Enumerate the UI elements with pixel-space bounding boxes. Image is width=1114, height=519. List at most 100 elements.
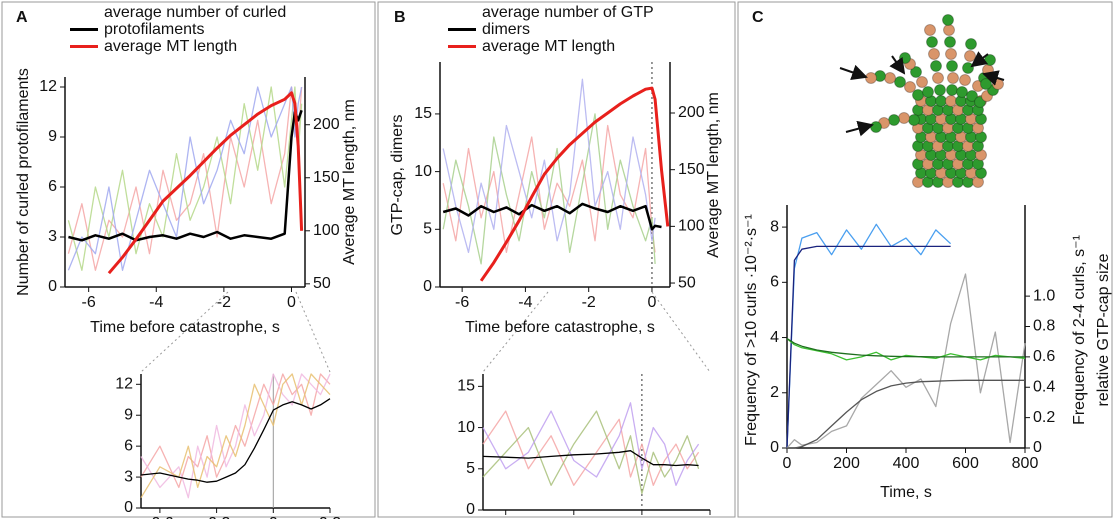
y-tick-label: 8 [770,218,779,235]
y2-tick-label: 50 [313,275,331,292]
series-line [442,78,656,254]
legend-swatch [70,28,98,31]
legend-label: average MT length [104,38,238,55]
y2-tick-label: 0.4 [1033,378,1055,395]
y2-tick-label: 1.0 [1033,287,1055,304]
y2-tick-label: 200 [678,104,705,121]
x-tick-label: -0.6 [146,515,174,519]
subunit [965,38,977,50]
x-tick-label: 0 [637,517,646,519]
y-axis-label: Frequency of >10 curls ·10⁻²·s⁻¹ [743,214,760,446]
series-line [482,410,700,486]
panel-frame [377,1,736,518]
x-tick-label: 0 [783,455,792,472]
y-tick-label: 6 [124,437,133,454]
y2-tick-label: 0.6 [1033,348,1055,365]
x-tick-label: -2 [217,294,231,311]
y-tick-label: 5 [423,221,432,238]
y2-axis-label: Average MT length, nm [705,92,722,258]
y-axis-label: GTP-cap, dimers [389,115,406,236]
y2-axis-label: Frequency of 2-4 curls, s⁻¹ [1071,235,1088,425]
series-line [479,86,670,282]
series-line [67,86,303,271]
x-tick-label: 0.3 [699,517,721,519]
legend-item: average MT length [70,38,320,55]
y-tick-label: 9 [124,406,133,423]
legend-swatch [448,45,476,48]
x-tick-label: -0.6 [492,517,520,519]
x-tick-label: 200 [833,455,860,472]
x-tick-label: -6 [82,294,96,311]
subunit [926,36,938,48]
subunit [865,72,877,84]
x-tick-label: 0 [287,294,296,311]
legend: average number of GTP dimers average MT l… [448,4,688,55]
y-axis-label: Number of curled protofilaments [15,68,32,296]
y2-tick-label: 50 [678,274,696,291]
panel-label: C [752,9,764,26]
subunit [964,50,976,62]
y2-tick-label: 0.2 [1033,409,1055,426]
y2-tick-label: 100 [678,218,705,235]
legend-item: average number of curled protofilaments [70,4,320,38]
y2-tick-label: 200 [313,116,340,133]
legend-label: average number of GTP dimers [482,4,654,38]
subunit [910,66,922,78]
series-line [786,338,1025,358]
subunit [904,81,916,93]
panel-frame [1,1,376,518]
y-tick-label: 3 [48,228,57,245]
subunit [945,95,957,107]
x-tick-label: 0.3 [319,515,341,519]
y-tick-label: 0 [770,439,779,456]
y2-tick-label: 100 [313,222,340,239]
subunit [932,72,944,84]
series-line [786,338,1026,361]
y-tick-label: 5 [466,460,475,477]
microtubule-illustration [865,14,1004,188]
series-line [786,273,1026,449]
y-tick-label: 12 [115,376,133,393]
y2-axis-label: Average MT length, nm [341,99,358,265]
y3-axis-label: relative GTP-cap size [1095,253,1112,406]
series-line [786,245,951,449]
zoom-lines [140,291,711,373]
subunit [930,60,942,72]
y-tick-label: 10 [457,419,475,436]
x-tick-label: 0 [648,294,657,311]
series-line [482,450,699,467]
subunit [959,74,971,86]
x-tick-label: -4 [518,294,532,311]
y-tick-label: 12 [39,78,57,95]
x-tick-label: 400 [893,455,920,472]
y-tick-label: 0 [124,499,133,516]
series-line [442,202,662,231]
series-line [442,124,656,254]
y-tick-label: 0 [48,278,57,295]
x-axis-label: Time before catastrophe, s [90,319,280,336]
series-line [442,113,656,265]
subunit [962,62,974,74]
legend-swatch [448,28,476,31]
x-tick-label: 600 [952,455,979,472]
series-line [786,223,952,449]
y-tick-label: 10 [414,163,432,180]
subunit [928,48,940,60]
x-tick-label: -0.3 [203,515,231,519]
subunit [894,76,906,88]
subunit [916,76,928,88]
series-line [140,373,331,499]
y-tick-label: 0 [423,278,432,295]
x-tick-label: 0 [269,515,278,519]
panel-label: B [394,9,406,26]
subunit [884,72,896,84]
y2-tick-label: 0.8 [1033,318,1055,335]
y2-tick-label: 150 [678,161,705,178]
subunit [944,36,956,48]
x-tick-label: -2 [582,294,596,311]
subunit [888,114,900,126]
legend-swatch [70,45,98,48]
x-axis-label: Time before catastrophe, s [465,319,655,336]
series-line [68,109,303,242]
